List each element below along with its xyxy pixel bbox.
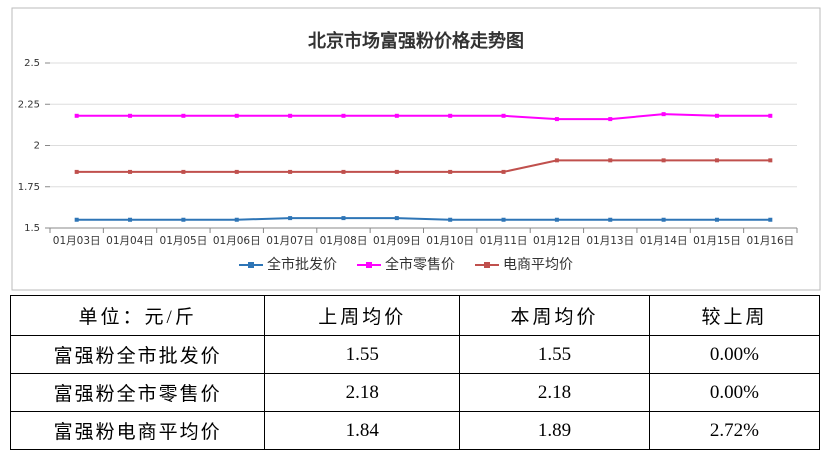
point-marker <box>234 169 239 174</box>
point-marker <box>128 169 133 174</box>
x-tick-label: 01月09日 <box>373 235 421 247</box>
row-label: 富强粉全市零售价 <box>9 373 266 412</box>
chart-title: 北京市场富强粉价格走势图 <box>308 30 524 52</box>
point-marker <box>714 158 719 163</box>
table-cell: 本周均价 <box>459 295 650 336</box>
x-tick-label: 01月05日 <box>160 235 208 247</box>
point-marker <box>128 217 133 222</box>
point-marker <box>554 117 559 122</box>
point-marker <box>288 113 293 118</box>
point-marker <box>554 217 559 222</box>
table-row: 富强粉全市零售价 2.18 2.18 0.00% <box>9 373 821 412</box>
point-marker <box>128 113 133 118</box>
table-row: 单位：元/斤 上周均价 本周均价 较上周 <box>9 295 821 336</box>
point-marker <box>74 113 79 118</box>
point-marker <box>501 169 506 174</box>
row-label: 富强粉电商平均价 <box>9 411 266 450</box>
series-line <box>76 159 771 173</box>
y-tick-label: 1.75 <box>18 182 40 193</box>
x-tick-label: 01月11日 <box>480 235 528 247</box>
series-line <box>76 217 771 221</box>
table-row: 富强粉全市批发价 1.55 1.55 0.00% <box>9 335 821 374</box>
point-marker <box>341 169 346 174</box>
table-cell: 1.84 <box>264 411 461 450</box>
point-marker <box>181 113 186 118</box>
chart: 北京市场富强粉价格走势图 1.5 1.75 2 2.25 2.5 01月03日 01月04日… <box>11 7 821 291</box>
series-line <box>76 113 771 121</box>
table-cell: 0.00% <box>648 373 821 412</box>
table-cell: 上周均价 <box>264 295 461 336</box>
y-tick-label: 1.5 <box>24 223 40 234</box>
x-tick-label: 01月07日 <box>266 235 314 247</box>
x-tick-label: 01月12日 <box>533 235 581 247</box>
point-marker <box>554 158 559 163</box>
point-marker <box>501 217 506 222</box>
row-label: 富强粉全市批发价 <box>9 335 266 374</box>
point-marker <box>661 217 666 222</box>
x-tick-label: 01月10日 <box>426 235 474 247</box>
x-tick-label: 01月16日 <box>746 235 794 247</box>
point-marker <box>234 217 239 222</box>
point-marker <box>714 217 719 222</box>
x-tick-label: 01月04日 <box>106 235 154 247</box>
point-marker <box>74 169 79 174</box>
x-tick-label: 01月06日 <box>213 235 261 247</box>
table-cell: 2.18 <box>264 373 461 412</box>
point-marker <box>501 113 506 118</box>
point-marker <box>768 158 773 163</box>
table-cell: 1.55 <box>264 335 461 374</box>
legend-marker <box>366 262 372 268</box>
legend-marker <box>484 262 490 268</box>
point-marker <box>394 216 399 221</box>
point-marker <box>288 169 293 174</box>
legend-label: 电商平均价 <box>503 257 573 273</box>
point-marker <box>714 113 719 118</box>
legend-label: 全市零售价 <box>385 256 455 273</box>
point-marker <box>394 169 399 174</box>
x-tick-label: 01月03日 <box>53 235 101 247</box>
legend-marker <box>248 262 254 268</box>
table-row: 富强粉电商平均价 1.84 1.89 2.72% <box>9 411 821 450</box>
point-marker <box>608 117 613 122</box>
x-tick-label: 01月15日 <box>693 235 741 247</box>
point-marker <box>74 217 79 222</box>
point-marker <box>661 112 666 117</box>
point-marker <box>448 169 453 174</box>
table-cell: 2.72% <box>648 411 821 450</box>
point-marker <box>448 113 453 118</box>
y-tick-label: 2.5 <box>24 58 40 69</box>
point-marker <box>234 113 239 118</box>
point-marker <box>394 113 399 118</box>
point-marker <box>181 169 186 174</box>
table-cell: 2.18 <box>459 373 650 412</box>
point-marker <box>768 113 773 118</box>
point-marker <box>288 216 293 221</box>
y-tick-label: 2 <box>34 141 40 152</box>
table-cell: 1.55 <box>459 335 650 374</box>
point-marker <box>608 217 613 222</box>
point-marker <box>661 158 666 163</box>
y-tick-label: 2.25 <box>18 99 40 110</box>
chart-frame <box>11 7 821 291</box>
table-cell: 较上周 <box>648 295 821 336</box>
legend-label: 全市批发价 <box>267 256 337 273</box>
x-tick-label: 01月08日 <box>320 235 368 247</box>
point-marker <box>341 216 346 221</box>
row-label: 单位：元/斤 <box>9 295 266 336</box>
table-cell: 0.00% <box>648 335 821 374</box>
point-marker <box>608 158 613 163</box>
point-marker <box>448 217 453 222</box>
x-tick-label: 01月13日 <box>586 235 634 247</box>
x-tick-label: 01月14日 <box>640 235 688 247</box>
point-marker <box>341 113 346 118</box>
point-marker <box>181 217 186 222</box>
table-cell: 1.89 <box>459 411 650 450</box>
price-table: 单位：元/斤 上周均价 本周均价 较上周 富强粉全市批发价 1.55 1.55 0.00% 富强… <box>9 295 821 450</box>
point-marker <box>768 217 773 222</box>
